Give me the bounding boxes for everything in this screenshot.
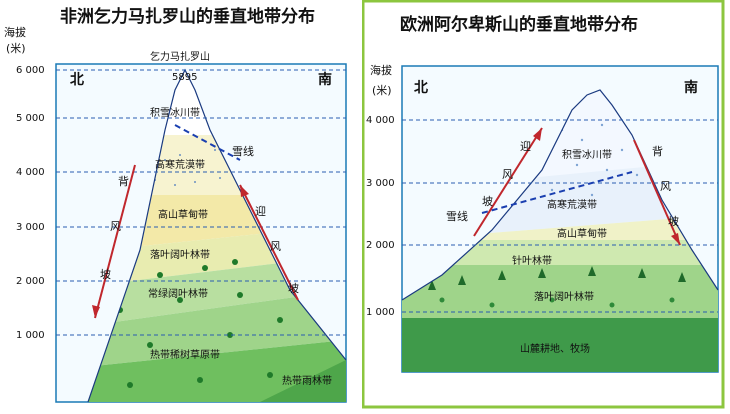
right-windward-char: 坡 [482,195,493,208]
right-windward-char: 迎 [520,140,531,153]
right-outer-frame [361,0,725,409]
left-north-label: 北 [70,72,84,88]
left-tick-6000: 6 000 [16,65,45,76]
left-snowline [174,124,241,161]
right-zone-label: 落叶阔叶林带 [534,290,594,303]
right-zone-label: 针叶林带 [512,254,552,267]
right-zone-label: 积雪冰川带 [562,148,612,161]
left-peak-height: 5895 [172,72,197,83]
left-zone-label: 常绿阔叶林带 [148,287,208,300]
left-windward-arrow [239,184,299,301]
right-windward-char: 风 [502,168,513,181]
left-title: 非洲乞力马扎罗山的垂直地带分布 [60,6,315,27]
left-peak-name: 乞力马扎罗山 [150,50,210,63]
left-tick-1000: 1 000 [16,330,45,341]
right-tick-3000: 3 000 [366,178,395,189]
right-title: 欧洲阿尔卑斯山的垂直地带分布 [400,14,638,35]
right-zone-label: 高山草甸带 [557,227,607,240]
left-axis-label: 海拔 [4,25,26,39]
left-tick-2000: 2 000 [16,276,45,287]
right-mountain-outline [401,89,719,301]
right-tick-4000: 4 000 [366,115,395,126]
left-zone-label: 高山草甸带 [158,208,208,221]
right-diagram: 欧洲阿尔卑斯山的垂直地带分布 海拔 (米) [361,0,730,410]
right-diagram-panel: 欧洲阿尔卑斯山的垂直地带分布 海拔 (米) [361,0,730,410]
right-north-label: 北 [414,80,428,96]
left-tick-4000: 4 000 [16,167,45,178]
left-leeward-char: 背 [118,174,129,188]
left-leeward-char: 坡 [100,268,111,281]
left-leeward-arrow [94,164,136,319]
left-tick-5000: 5 000 [16,113,45,124]
right-windward-arrow [473,127,543,237]
left-leeward-char: 风 [110,220,121,233]
left-south-label: 南 [318,71,332,88]
right-snowline [481,171,633,214]
left-zone-label: 积雪冰川带 [150,106,200,119]
left-windward-char: 风 [270,240,281,253]
left-mountain-outline [87,68,347,403]
right-axis-label: 海拔 [370,63,392,77]
right-grid [402,119,718,313]
right-leeward-char: 风 [660,180,671,193]
right-leeward-char: 坡 [668,215,679,228]
left-zone-label: 高寒荒漠带 [155,158,205,171]
left-grid [56,69,346,336]
right-axis-unit: (米) [372,84,392,97]
right-tick-2000: 2 000 [366,240,395,251]
left-snowline-label: 雪线 [232,144,254,158]
left-windward-char: 迎 [255,205,266,218]
left-tick-3000: 3 000 [16,222,45,233]
left-diagram: 非洲乞力马扎罗山的垂直地带分布 海拔 (米) [0,0,360,410]
left-windward-char: 坡 [288,282,299,295]
left-diagram-panel: 非洲乞力马扎罗山的垂直地带分布 海拔 (米) [0,0,360,410]
left-zone-label: 落叶阔叶林带 [150,248,210,261]
right-leeward-char: 背 [652,144,663,158]
right-south-label: 南 [684,79,698,96]
right-zone-label: 山麓耕地、牧场 [520,342,590,355]
left-zone-label: 热带雨林带 [282,374,332,387]
right-zone-label: 高寒荒漠带 [547,198,597,211]
right-leeward-arrow [633,139,681,246]
right-tick-1000: 1 000 [366,307,395,318]
left-axis-unit: (米) [6,42,26,55]
left-zone-label: 热带稀树草原带 [150,348,220,361]
right-snowline-label: 雪线 [446,209,468,223]
